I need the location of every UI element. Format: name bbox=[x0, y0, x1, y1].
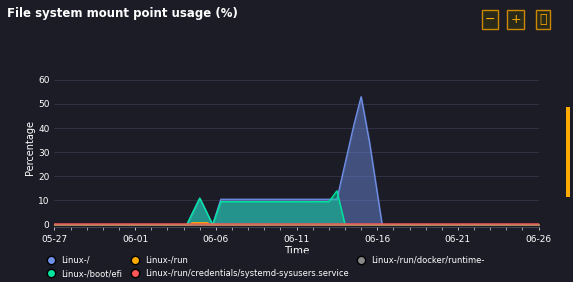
Text: +: + bbox=[511, 13, 521, 26]
Text: File system mount point usage (%): File system mount point usage (%) bbox=[7, 7, 238, 20]
Text: −: − bbox=[485, 13, 495, 26]
Legend: Linux-/, Linux-/boot/efi, Linux-/run, Linux-/run/credentials/systemd-sysusers.se: Linux-/, Linux-/boot/efi, Linux-/run, Li… bbox=[40, 254, 487, 281]
X-axis label: Time: Time bbox=[284, 246, 309, 256]
Text: ⤢: ⤢ bbox=[539, 13, 547, 26]
Y-axis label: Percentage: Percentage bbox=[25, 120, 36, 175]
